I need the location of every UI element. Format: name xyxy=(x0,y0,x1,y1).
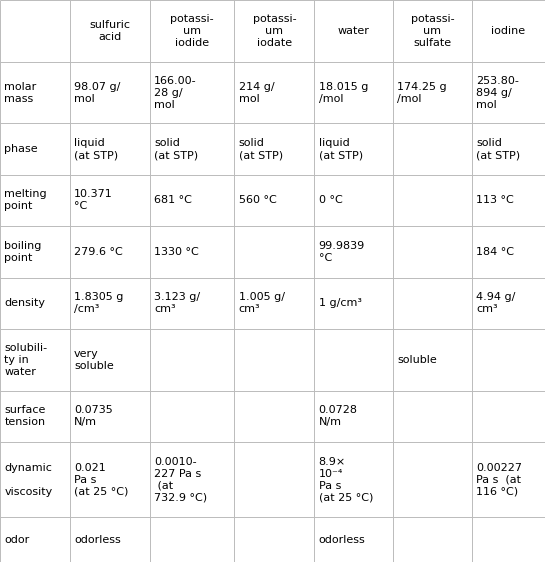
Text: molar
mass: molar mass xyxy=(4,81,37,103)
Text: very
soluble: very soluble xyxy=(74,349,114,371)
Text: odor: odor xyxy=(4,534,29,545)
Text: potassi-
um
sulfate: potassi- um sulfate xyxy=(410,14,454,48)
Text: surface
tension: surface tension xyxy=(4,405,46,427)
Text: 681 °C: 681 °C xyxy=(154,196,192,206)
Text: solid
(at STP): solid (at STP) xyxy=(239,138,283,160)
Text: 1.005 g/
cm³: 1.005 g/ cm³ xyxy=(239,292,284,314)
Text: 214 g/
mol: 214 g/ mol xyxy=(239,81,274,103)
Text: 99.9839
°C: 99.9839 °C xyxy=(319,241,365,263)
Text: 253.80-
894 g/
mol: 253.80- 894 g/ mol xyxy=(476,75,519,110)
Text: 1 g/cm³: 1 g/cm³ xyxy=(319,298,362,309)
Text: 0.00227
Pa s  (at
116 °C): 0.00227 Pa s (at 116 °C) xyxy=(476,463,522,497)
Text: 0.021
Pa s
(at 25 °C): 0.021 Pa s (at 25 °C) xyxy=(74,463,129,497)
Text: 4.94 g/
cm³: 4.94 g/ cm³ xyxy=(476,292,516,314)
Text: solid
(at STP): solid (at STP) xyxy=(476,138,520,160)
Text: 113 °C: 113 °C xyxy=(476,196,514,206)
Text: sulfuric
acid: sulfuric acid xyxy=(89,20,130,42)
Text: 174.25 g
/mol: 174.25 g /mol xyxy=(397,81,447,103)
Text: water: water xyxy=(338,26,370,36)
Text: potassi-
um
iodide: potassi- um iodide xyxy=(170,14,214,48)
Text: 184 °C: 184 °C xyxy=(476,247,514,257)
Text: liquid
(at STP): liquid (at STP) xyxy=(74,138,118,160)
Text: boiling
point: boiling point xyxy=(4,241,42,263)
Text: iodine: iodine xyxy=(491,26,525,36)
Text: 8.9×
10⁻⁴
Pa s
(at 25 °C): 8.9× 10⁻⁴ Pa s (at 25 °C) xyxy=(319,457,373,503)
Text: solid
(at STP): solid (at STP) xyxy=(154,138,198,160)
Text: dynamic

viscosity: dynamic viscosity xyxy=(4,463,53,497)
Text: 1.8305 g
/cm³: 1.8305 g /cm³ xyxy=(74,292,123,314)
Text: potassi-
um
iodate: potassi- um iodate xyxy=(252,14,296,48)
Text: 0.0010-
227 Pa s
 (at
732.9 °C): 0.0010- 227 Pa s (at 732.9 °C) xyxy=(154,457,207,503)
Text: odorless: odorless xyxy=(74,534,121,545)
Text: liquid
(at STP): liquid (at STP) xyxy=(319,138,363,160)
Text: odorless: odorless xyxy=(319,534,365,545)
Text: 0 °C: 0 °C xyxy=(319,196,342,206)
Text: 3.123 g/
cm³: 3.123 g/ cm³ xyxy=(154,292,200,314)
Text: soluble: soluble xyxy=(397,355,437,365)
Text: 10.371
°C: 10.371 °C xyxy=(74,189,113,211)
Text: 1330 °C: 1330 °C xyxy=(154,247,199,257)
Text: 98.07 g/
mol: 98.07 g/ mol xyxy=(74,81,120,103)
Text: density: density xyxy=(4,298,45,309)
Text: 279.6 °C: 279.6 °C xyxy=(74,247,123,257)
Text: phase: phase xyxy=(4,144,38,154)
Text: 560 °C: 560 °C xyxy=(239,196,276,206)
Text: 0.0728
N/m: 0.0728 N/m xyxy=(319,405,358,427)
Text: 18.015 g
/mol: 18.015 g /mol xyxy=(319,81,368,103)
Text: 0.0735
N/m: 0.0735 N/m xyxy=(74,405,113,427)
Text: 166.00-
28 g/
mol: 166.00- 28 g/ mol xyxy=(154,75,197,110)
Text: melting
point: melting point xyxy=(4,189,47,211)
Text: solubili-
ty in
water: solubili- ty in water xyxy=(4,343,47,377)
